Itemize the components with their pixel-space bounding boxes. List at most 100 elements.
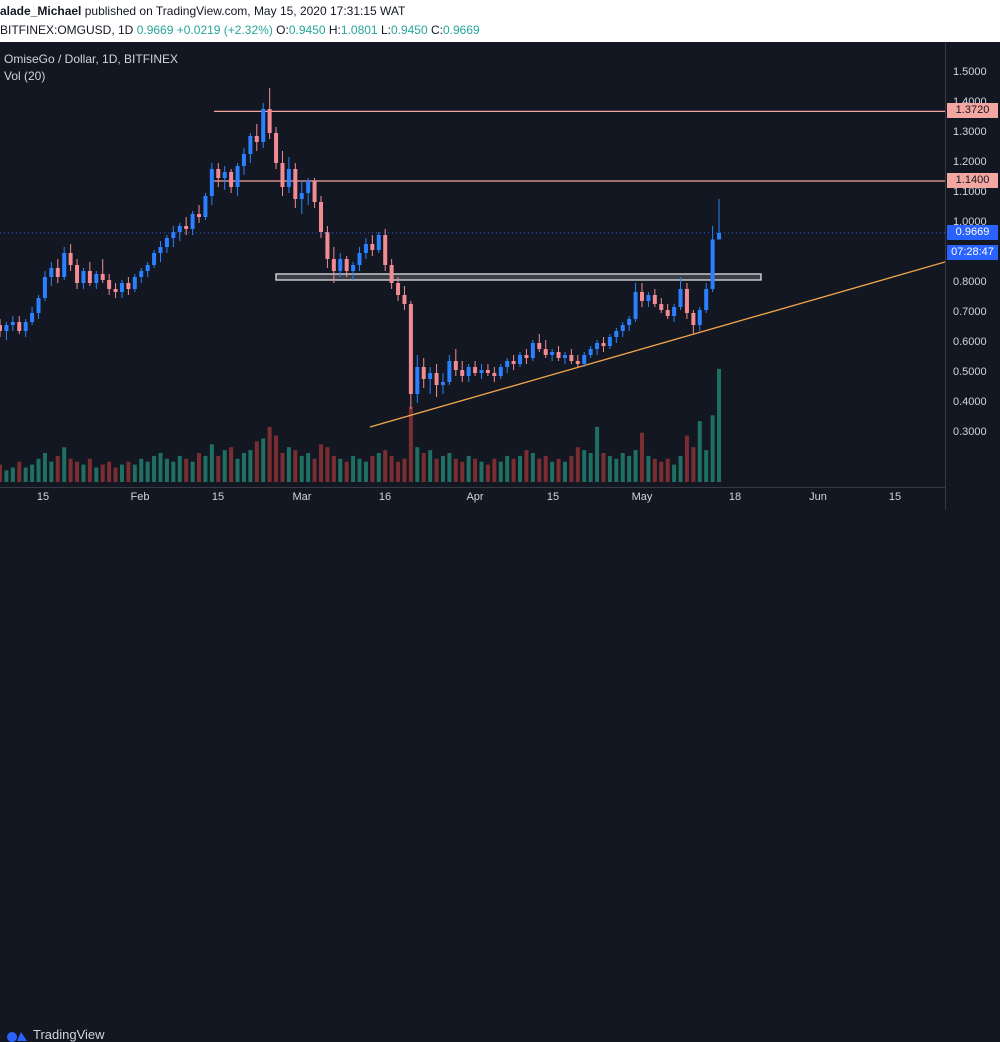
candle-body bbox=[601, 343, 606, 346]
volume-bar bbox=[408, 406, 413, 482]
volume-bar bbox=[575, 447, 580, 482]
volume-bar bbox=[0, 464, 2, 482]
low-label: L: bbox=[380, 23, 391, 37]
volume-bar bbox=[280, 453, 285, 482]
candle-body bbox=[30, 313, 35, 322]
volume-bar bbox=[492, 458, 497, 482]
candle-body bbox=[684, 289, 689, 313]
volume-bar bbox=[646, 455, 651, 482]
candle-body bbox=[672, 307, 677, 316]
time-tick-label: 15 bbox=[211, 491, 225, 503]
price-tick-label: 0.6000 bbox=[953, 336, 987, 348]
volume-bar bbox=[267, 426, 272, 482]
chart-pane[interactable] bbox=[0, 42, 945, 487]
candle-body bbox=[158, 247, 163, 253]
volume-bar bbox=[293, 450, 298, 482]
tradingview-brand[interactable]: TradingView bbox=[6, 1027, 105, 1042]
candle-body bbox=[511, 361, 516, 364]
volume-bar bbox=[421, 453, 426, 482]
level-price-badge: 1.3720 bbox=[947, 103, 998, 119]
price-scale[interactable] bbox=[945, 42, 1000, 510]
volume-bar bbox=[197, 453, 202, 482]
volume-bar bbox=[530, 453, 535, 482]
candle-body bbox=[331, 259, 336, 271]
volume-bar bbox=[87, 458, 92, 482]
volume-bar bbox=[177, 455, 182, 482]
candle-body bbox=[216, 169, 221, 178]
footer: TradingView bbox=[0, 510, 1000, 1042]
candle-body bbox=[261, 109, 266, 142]
candle-body bbox=[222, 172, 227, 178]
candle-body bbox=[704, 289, 709, 310]
author-name[interactable]: alade_Michael bbox=[0, 4, 82, 18]
volume-bar bbox=[684, 435, 689, 482]
candlestick-chart[interactable] bbox=[0, 0, 945, 487]
candle-body bbox=[100, 274, 105, 280]
candle-body bbox=[633, 292, 638, 319]
candle-body bbox=[485, 370, 490, 373]
candle-body bbox=[498, 367, 503, 376]
candle-body bbox=[286, 169, 291, 187]
volume-bar bbox=[665, 458, 670, 482]
volume-bar bbox=[139, 458, 144, 482]
candle-body bbox=[274, 133, 279, 163]
candle-body bbox=[235, 166, 240, 187]
chart-legend: OmiseGo / Dollar, 1D, BITFINEX Vol (20) bbox=[4, 52, 178, 86]
candle-body bbox=[267, 109, 272, 133]
volume-bar bbox=[229, 447, 234, 482]
volume-indicator-label[interactable]: Vol (20) bbox=[4, 69, 46, 83]
volume-bar bbox=[473, 458, 478, 482]
volume-bar bbox=[23, 467, 28, 482]
volume-bar bbox=[607, 455, 612, 482]
high-value: 1.0801 bbox=[340, 23, 378, 37]
candle-body bbox=[575, 361, 580, 364]
brand-label: TradingView bbox=[33, 1027, 105, 1042]
volume-bar bbox=[209, 444, 214, 482]
time-tick-label: Mar bbox=[292, 491, 312, 503]
candle-body bbox=[306, 181, 311, 193]
time-tick-label: Apr bbox=[466, 491, 484, 503]
volume-bar bbox=[164, 458, 169, 482]
volume-bar bbox=[357, 458, 362, 482]
candle-body bbox=[357, 253, 362, 265]
candle-body bbox=[453, 361, 458, 370]
candle-body bbox=[479, 370, 484, 373]
candle-body bbox=[62, 253, 67, 277]
volume-bar bbox=[440, 455, 445, 482]
candle-body bbox=[556, 352, 561, 358]
candle-body bbox=[319, 202, 323, 232]
candle-body bbox=[164, 238, 169, 247]
tradingview-logo-icon bbox=[7, 1031, 27, 1042]
volume-bar bbox=[94, 467, 99, 482]
volume-bar bbox=[241, 453, 246, 482]
price-tick-label: 0.8000 bbox=[953, 276, 987, 288]
volume-bar bbox=[582, 450, 587, 482]
volume-bar bbox=[505, 455, 510, 482]
volume-bar bbox=[453, 458, 458, 482]
volume-bar bbox=[652, 458, 657, 482]
volume-bar bbox=[556, 458, 561, 482]
volume-bar bbox=[537, 458, 542, 482]
volume-bar bbox=[119, 464, 124, 482]
volume-bar bbox=[203, 455, 208, 482]
candle-body bbox=[280, 163, 285, 187]
volume-bar bbox=[614, 458, 619, 482]
candle-body bbox=[614, 331, 619, 337]
volume-bar bbox=[518, 455, 523, 482]
volume-bar bbox=[113, 467, 118, 482]
candle-body bbox=[94, 274, 99, 283]
candle-body bbox=[171, 232, 176, 238]
volume-bar bbox=[100, 464, 105, 482]
volume-bar bbox=[595, 426, 600, 482]
candle-body bbox=[370, 244, 375, 250]
series-title[interactable]: OmiseGo / Dollar, 1D, BITFINEX bbox=[4, 52, 179, 66]
time-scale[interactable] bbox=[0, 487, 945, 511]
volume-bar bbox=[447, 453, 452, 482]
candle-body bbox=[389, 265, 394, 283]
candle-body bbox=[68, 253, 73, 265]
symbol-label: BITFINEX:OMGUSD, 1D bbox=[0, 23, 134, 37]
candle-body bbox=[505, 361, 510, 367]
candle-body bbox=[492, 373, 497, 376]
volume-bar bbox=[466, 455, 471, 482]
candle-body bbox=[402, 295, 407, 304]
